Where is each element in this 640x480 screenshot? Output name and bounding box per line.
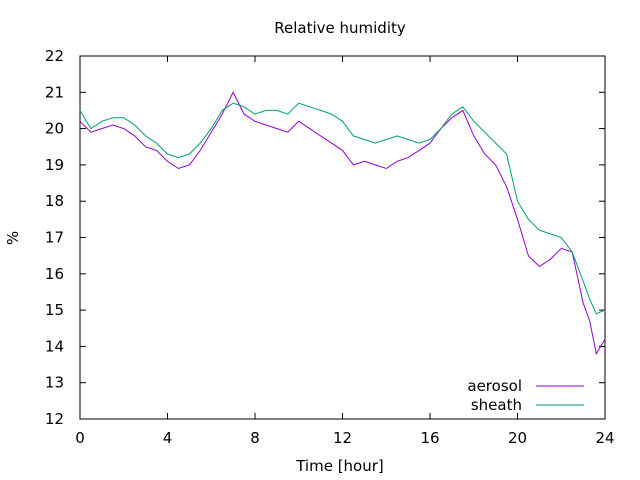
sheath-line [79,102,606,315]
y-tick-label: 21 [45,83,64,101]
legend-label-sheath: sheath [471,396,522,414]
legend-label-aerosol: aerosol [467,377,522,395]
x-tick-label: 4 [163,429,173,447]
x-tick-label: 0 [75,429,85,447]
y-tick-label: 19 [45,156,64,174]
y-tick-label: 20 [45,120,64,138]
x-tick-label: 24 [595,429,614,447]
y-tick-label: 17 [45,229,64,247]
y-tick-label: 12 [45,410,64,428]
y-tick-label: 14 [45,337,64,355]
x-tick-label: 20 [508,429,527,447]
y-tick-label: 13 [45,374,64,392]
x-tick-label: 16 [420,429,439,447]
axis-ticks: 0 4 8 12 16 20 24 12 13 14 15 16 17 18 19 20 21 22 [45,47,615,447]
x-tick-label: 8 [250,429,260,447]
chart-title: Relative humidity [274,19,406,37]
plot-frame [79,55,606,420]
y-tick-label: 16 [45,265,64,283]
x-axis-label: Time [hour] [295,457,384,475]
aerosol-line [79,91,606,356]
y-tick-label: 18 [45,192,64,210]
y-tick-label: 22 [45,47,64,65]
series-lines [79,91,606,356]
x-tick-label: 12 [333,429,352,447]
y-tick-label: 15 [45,301,64,319]
y-axis-label: % [4,231,22,245]
